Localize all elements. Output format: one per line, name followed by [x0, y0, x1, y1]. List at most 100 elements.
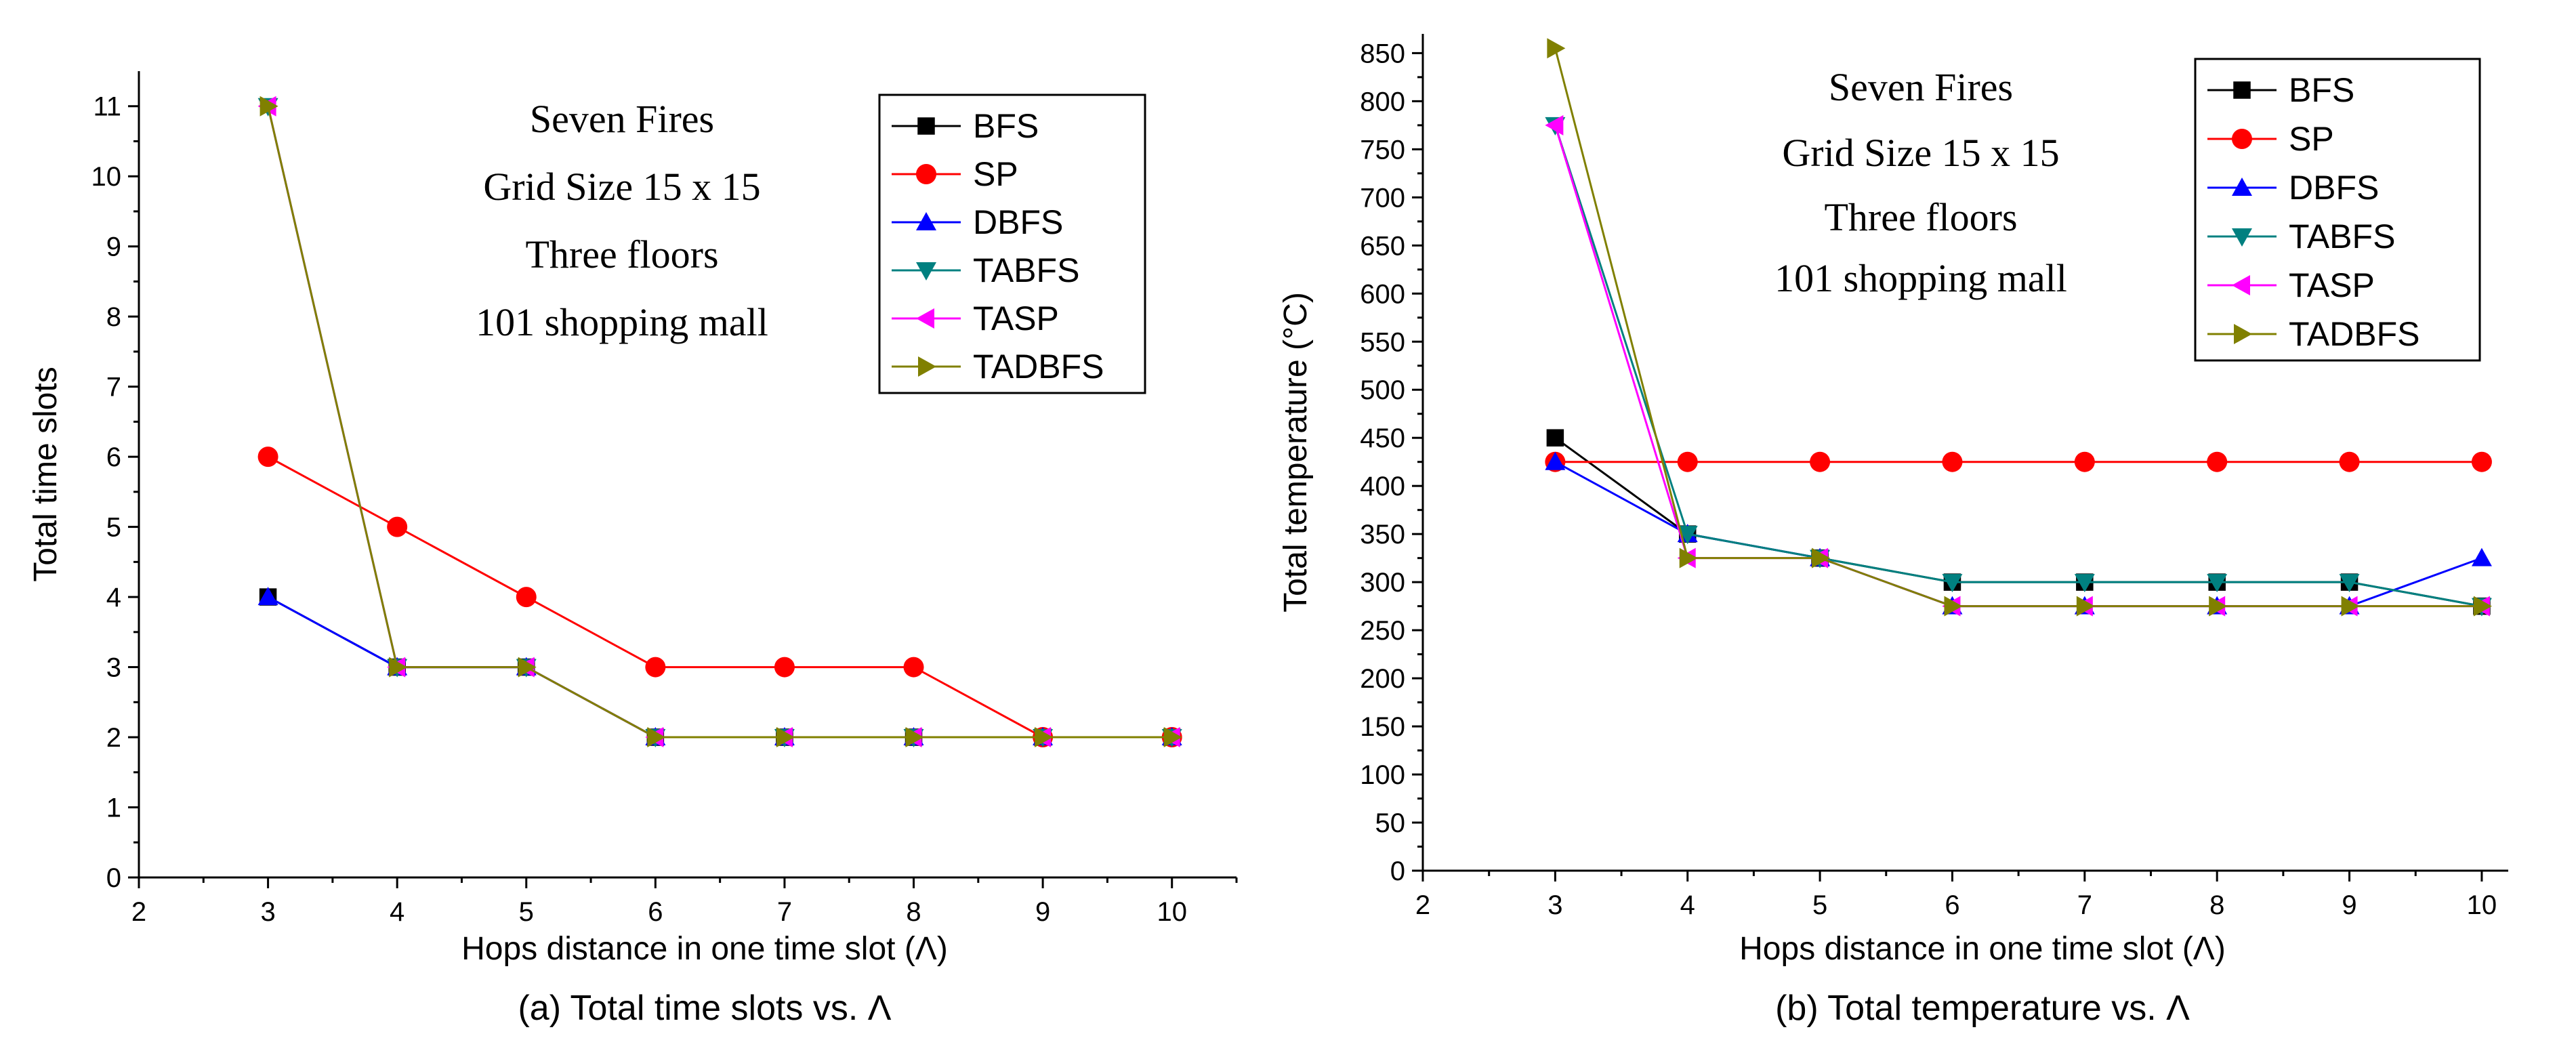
- annotation-text: Three floors: [525, 232, 718, 276]
- x-tick-label: 3: [1547, 890, 1562, 920]
- legend: BFS SP DBFS TABFS TASP TADBFS: [878, 94, 1146, 394]
- y-tick-label: 2: [106, 723, 121, 753]
- data-point-sp: [516, 587, 537, 608]
- data-point-tabfs: [2339, 574, 2360, 593]
- data-point-tadbfs: [647, 727, 666, 748]
- y-tick-label: 300: [1360, 568, 1405, 598]
- y-tick-label: 200: [1360, 664, 1405, 694]
- y-axis-title: Total time slots: [28, 367, 64, 581]
- y-tick-label: 5: [106, 513, 121, 543]
- annotation-text: Seven Fires: [530, 97, 714, 141]
- y-tick-label: 4: [106, 583, 121, 613]
- y-tick-label: 650: [1360, 231, 1405, 261]
- y-tick-label: 550: [1360, 327, 1405, 357]
- y-tick-label: 0: [106, 863, 121, 893]
- y-tick-label: 450: [1360, 423, 1405, 453]
- chart-caption: (a) Total time slots vs. Λ: [518, 989, 891, 1028]
- data-point-sp: [2074, 451, 2095, 472]
- legend-label-sp: SP: [2289, 120, 2334, 158]
- y-tick-label: 7: [106, 373, 121, 402]
- y-tick-label: 3: [106, 653, 121, 683]
- legend-label-dbfs: DBFS: [973, 203, 1063, 241]
- legend-marker-tabfs: [916, 262, 936, 281]
- y-tick-label: 350: [1360, 520, 1405, 550]
- legend-label-tadbfs: TADBFS: [2289, 315, 2420, 353]
- annotation-text: 101 shopping mall: [1774, 256, 2067, 300]
- y-tick-label: 100: [1360, 760, 1405, 790]
- y-tick-label: 0: [1390, 856, 1405, 886]
- chart-panel-a: 0 1 2 3 4 5 6 7 8 9 10 11 2 3 4 5 6 7 8 9 10 Total time slots…: [28, 71, 1238, 1028]
- y-tick-label: 1: [106, 793, 121, 823]
- y-axis-title: Total temperature (°C): [1278, 292, 1314, 613]
- legend-marker-tasp: [2232, 275, 2250, 295]
- data-point-tabfs: [1942, 574, 1963, 593]
- legend-label-tasp: TASP: [2289, 266, 2375, 304]
- legend-marker-sp: [916, 164, 936, 184]
- data-point-tadbfs: [1163, 727, 1182, 748]
- data-point-tadbfs: [2076, 596, 2095, 617]
- data-point-tasp: [1545, 115, 1564, 136]
- legend-marker-tadbfs: [918, 356, 936, 377]
- data-point-sp: [2471, 451, 2492, 472]
- x-tick-label: 3: [260, 897, 275, 927]
- series-line-tabfs: [1554, 125, 2482, 608]
- y-tick-label: 700: [1360, 183, 1405, 213]
- y-tick-label: 400: [1360, 472, 1405, 501]
- x-tick-label: 8: [2209, 890, 2224, 920]
- series-line-tadbfs: [1554, 47, 2482, 608]
- chart-panel-b: 0 50 100 150 200 250 300 350 400 450 500 550 600 650 7…: [1278, 34, 2508, 1028]
- y-tick-label: 600: [1360, 279, 1405, 309]
- x-tick-label: 9: [1035, 897, 1050, 927]
- series-sp: [1545, 451, 2492, 472]
- data-point-dbfs: [1545, 451, 1566, 470]
- legend-box: [878, 94, 1146, 394]
- x-tick-label: 2: [131, 897, 146, 927]
- data-point-tadbfs: [2341, 596, 2360, 617]
- annotation-text: 101 shopping mall: [476, 300, 768, 344]
- data-point-tadbfs: [905, 727, 924, 748]
- data-point-tadbfs: [518, 657, 537, 678]
- legend-marker-dbfs: [2232, 178, 2252, 196]
- legend-marker-sp: [2232, 129, 2252, 149]
- chart-caption: (b) Total temperature vs. Λ: [1775, 989, 2190, 1028]
- y-tick-label: 750: [1360, 135, 1405, 165]
- y-tick-label: 10: [91, 162, 122, 192]
- x-tick-label: 6: [648, 897, 663, 927]
- legend-label-tasp: TASP: [973, 299, 1059, 337]
- x-tick-label: 4: [1680, 890, 1695, 920]
- data-point-sp: [645, 657, 666, 678]
- legend-label-tadbfs: TADBFS: [973, 348, 1104, 386]
- data-point-tadbfs: [1812, 547, 1831, 568]
- legend-marker-tadbfs: [2234, 324, 2252, 344]
- data-point-tadbfs: [1035, 727, 1054, 748]
- data-point-tadbfs: [1679, 547, 1698, 568]
- legend-marker-bfs: [2233, 81, 2251, 99]
- data-point-tadbfs: [2209, 596, 2228, 617]
- x-tick-label: 10: [1157, 897, 1187, 927]
- series-line-sp: [267, 455, 1172, 739]
- data-point-tabfs: [1677, 526, 1698, 545]
- legend-marker-tabfs: [2232, 228, 2252, 247]
- y-tick-label: 6: [106, 442, 121, 472]
- y-tick-label: 9: [106, 232, 121, 262]
- legend-label-tabfs: TABFS: [2289, 217, 2395, 255]
- data-point-sp: [387, 516, 408, 537]
- x-tick-label: 10: [2467, 890, 2497, 920]
- x-tick-label: 5: [1812, 890, 1827, 920]
- data-point-sp: [903, 657, 924, 678]
- y-tick-label: 8: [106, 302, 121, 332]
- x-tick-label: 2: [1415, 890, 1430, 920]
- x-tick-label: 5: [519, 897, 534, 927]
- annotation-text: Grid Size 15 x 15: [1782, 131, 2059, 175]
- data-point-sp: [2339, 451, 2360, 472]
- x-axis-title: Hops distance in one time slot (Λ): [461, 931, 948, 967]
- legend-label-sp: SP: [973, 155, 1018, 193]
- legend-marker-bfs: [917, 117, 935, 135]
- data-point-tadbfs: [1944, 596, 1963, 617]
- legend: BFS SP DBFS TABFS TASP TADBFS: [2194, 58, 2481, 362]
- legend-label-dbfs: DBFS: [2289, 169, 2379, 207]
- legend-label-bfs: BFS: [2289, 71, 2354, 109]
- legend-marker-dbfs: [916, 212, 936, 230]
- x-tick-label: 9: [2342, 890, 2356, 920]
- annotation-text: Three floors: [1824, 195, 2017, 239]
